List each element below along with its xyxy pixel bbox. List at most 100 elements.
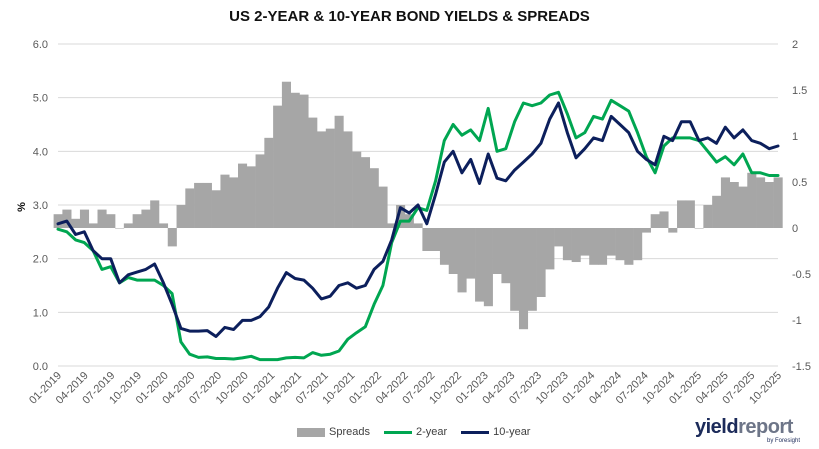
spread-bar [562,228,572,261]
spread-bar [633,228,643,261]
y-left-tick-label: 5.0 [33,93,48,105]
spread-bar [132,214,142,228]
series-line-10-year [56,101,780,338]
spread-bar [483,228,493,307]
legend-label-10-year: 10-year [493,426,531,438]
y-axis-label: % [16,202,28,212]
spread-bar [510,228,520,311]
spread-bar [747,172,757,228]
spread-bar [308,117,318,228]
spread-bar [536,228,546,297]
y-left-tick-label: 3.0 [33,200,48,212]
spread-bar [413,223,423,228]
spread-bar [158,223,169,228]
brand-logo-sub: by Foresight [767,438,801,444]
y-right-tick-label: -1 [792,315,802,327]
legend-item-spreads: Spreads [297,426,370,438]
spread-bar [299,94,309,228]
y-right-tick-label: -1.5 [792,361,811,373]
spread-bar [448,228,458,274]
spread-bar [659,211,669,228]
y-right-tick-label: 0.5 [792,177,807,189]
spread-bar [668,228,678,233]
spread-bar [334,115,344,228]
spread-bar [641,228,651,233]
spread-bar [88,223,98,228]
spread-bar [115,228,125,229]
spread-bar [343,131,353,228]
legend-swatch-spreads [297,427,325,437]
spread-bar [545,228,555,270]
spread-bar [62,209,72,228]
spread-bar [290,92,300,228]
spread-bar [738,186,748,228]
spread-bar [475,228,485,302]
spread-bar [650,214,660,228]
spread-bar [501,228,511,284]
spread-bar [624,228,634,265]
legend-swatch-2-year [383,430,412,434]
legend-label-spreads: Spreads [329,426,370,438]
spread-bar [712,195,722,228]
spread-bar [167,228,177,247]
chart-title: US 2-YEAR & 10-YEAR BOND YIELDS & SPREAD… [229,8,590,25]
y-left-tick-label: 1.0 [33,307,48,319]
brand-logo-part1: yield [695,416,739,438]
y-axis-left: 0.0 1.0 2.0 3.0 4.0 5.0 6.0 [33,39,48,373]
legend-label-2-year: 2-year [415,426,448,438]
spread-bar [598,228,608,265]
y-right-tick-label: 0 [792,223,798,235]
spread-bar [273,105,283,228]
y-right-tick-label: 1.5 [792,85,807,97]
spread-bar [185,188,195,228]
legend: Spreads 2-year 10-year [297,426,544,438]
brand-logo: yieldreport by Foresight [695,416,815,446]
spread-bar [606,228,616,256]
spread-bar [466,228,476,279]
brand-logo-part2: report [738,416,793,438]
y-left-tick-label: 0.0 [33,361,48,373]
spread-bar [369,168,379,228]
y-left-tick-label: 2.0 [33,254,48,266]
spread-bar [729,182,739,228]
legend-swatch-10-year [461,430,490,434]
spread-bar [589,228,599,265]
spread-bar [123,223,133,228]
spread-bar [281,81,291,228]
spreads-area-layer [53,81,783,330]
spread-bar [106,214,116,228]
y-right-tick-label: 1 [792,131,798,143]
spread-bar [352,151,362,228]
spread-bar [554,228,564,247]
spread-bar [396,205,406,228]
y-axis-right: -1.5 -1 -0.5 0 0.5 1 1.5 2 [792,39,811,373]
spread-bar [685,200,695,228]
spread-bar [615,228,625,261]
spread-bar [317,131,327,228]
spread-bar [202,182,212,228]
spread-bar [677,200,687,228]
spread-bar [580,228,590,256]
spread-bar [176,205,186,228]
spread-bar [325,128,335,228]
spread-bar [571,228,581,263]
spread-bar [246,166,256,228]
y-right-tick-label: -0.5 [792,269,811,281]
y-left-tick-label: 4.0 [33,146,48,158]
spread-bar [694,228,704,229]
y-right-tick-label: 2 [792,39,798,51]
legend-item-10-year: 10-year [461,426,530,438]
spread-bar [194,182,204,228]
spread-bar [220,174,230,228]
spread-bar [431,228,441,251]
x-axis: 01-201904-201907-201910-201901-202004-20… [27,370,784,407]
spread-bar [229,177,239,228]
spread-bar [53,214,63,228]
spread-bar [773,177,783,228]
spread-bar [457,228,467,293]
spread-bar [97,209,107,228]
spread-bar [703,205,713,228]
spread-bar [238,163,248,228]
spread-bar [764,182,774,228]
